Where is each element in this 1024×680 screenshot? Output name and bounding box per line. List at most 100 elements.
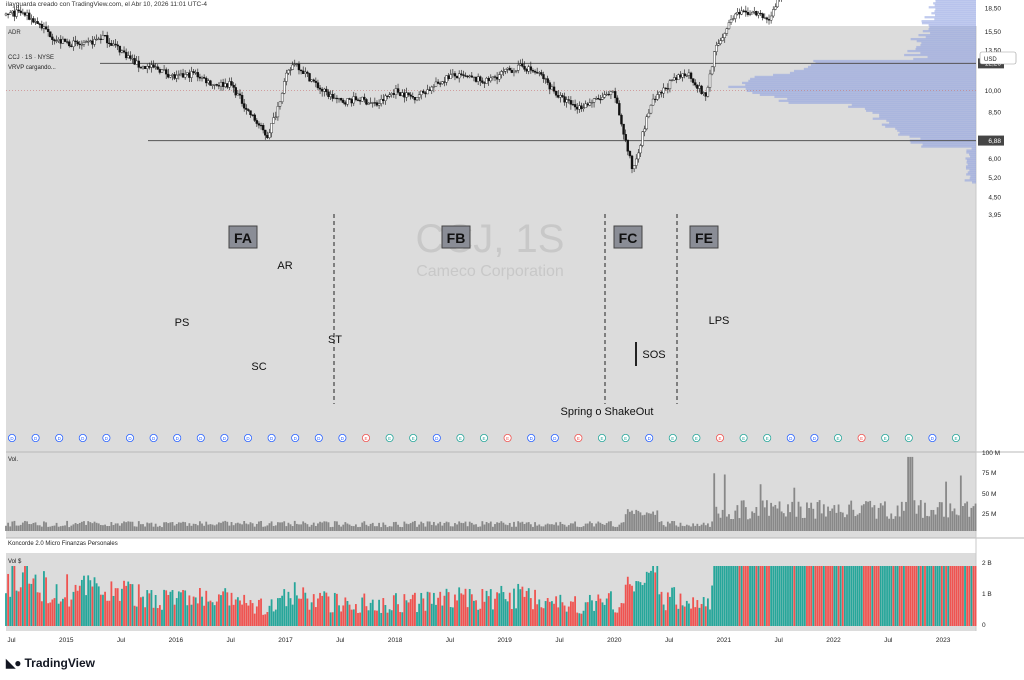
dollar-volume-bar [285,606,288,626]
candle-body [215,84,218,86]
candle-body [105,35,109,44]
price-tick-label: 6,00 [988,156,1001,163]
profile-bin [969,177,976,180]
volume-bar [546,523,549,531]
dollar-volume-bar [154,595,157,626]
candle-body [761,13,764,18]
volume-bar [974,503,977,531]
candle-body [696,84,699,89]
candlestick-series[interactable] [4,0,977,174]
profile-bin [864,107,976,110]
dollar-volume-bar [342,605,345,626]
currency-box[interactable] [979,51,1017,65]
dollar-volume-bar [734,566,737,626]
volume-bar [584,523,587,531]
volume-bar [654,514,657,531]
dollar-volume-bar [470,594,473,626]
candle-body [13,10,16,17]
dollar-volume-bar [409,599,412,626]
volume-bar [740,500,743,531]
legend-vrvp[interactable]: VRVP cargando... [8,65,56,71]
candle-body [6,13,10,15]
legend-symbol[interactable]: CCJ · 1S · NYSE [8,55,54,61]
phase-box-fa[interactable] [228,225,258,249]
candle-body [219,81,223,87]
candle-body [449,74,452,79]
candle-body [89,40,92,42]
dollar-volume-bar [517,583,520,626]
dollar-volume-bar [614,612,617,626]
dollar-volume-bar [34,574,37,626]
dollar-volume-bar [314,607,317,626]
profile-bin [965,157,976,160]
volume-bar [576,526,579,531]
candle-body [335,97,339,100]
volume-bar [321,522,324,531]
candle-body [310,79,313,82]
candle-body [491,76,495,79]
price-axis[interactable]: 52,0044,5038,5032,5028,5025,3421,5018,50… [978,0,1004,219]
volume-bar [435,525,437,531]
event-marker [550,433,559,442]
volume-bar [890,513,893,531]
dollar-volume-bar [213,605,216,626]
candle-body [704,92,707,97]
event-label-ar: AR [277,260,292,272]
volume-bar [475,524,477,531]
volume-bar [287,522,290,531]
dollar-volume-bar [881,566,884,626]
dollar-volume-bar [848,566,851,626]
volume-bar [789,512,791,531]
phase-box-fb[interactable] [441,225,471,249]
candle-body [154,66,157,68]
dollar-volume-bar [947,566,950,626]
dollar-volume-bar [51,599,54,626]
event-marker-label: D [223,436,227,441]
dollar-volume-bar [500,585,503,626]
phase-box-fc[interactable] [613,225,643,249]
dollar-volume-bar [395,593,397,626]
dollar-volume-bar [542,608,545,626]
time-axis[interactable]: Jul 2015 Jul 2016 Jul 2017 Jul 2018 Jul 2019 Jul 20… [7,637,950,644]
candle-body [295,63,299,66]
volume-bar [677,526,680,531]
volume-bar [652,511,654,531]
dollar-volume-bar [519,589,522,626]
volume-bar [637,510,640,531]
candle-body [337,98,341,100]
volume-bar [281,522,284,531]
volume-bar [68,527,71,531]
profile-bin [935,8,976,11]
candle-body [11,10,14,13]
phase-box-fe[interactable] [689,225,719,249]
volume-bar [540,526,543,531]
candle-body [53,39,56,42]
candle-body [603,94,606,98]
candle-body [390,93,393,95]
candle-body [143,66,147,69]
dollar-volume-bar [713,566,716,626]
dollar-volume-bar [289,598,292,626]
volume-bar [489,521,492,531]
indicator-title[interactable]: Koncorde 2.0 Micro Finanzas Personales [8,541,118,547]
dollar-volume-bar [234,599,237,626]
volume-bar [76,523,79,531]
dollar-volume-bar [572,601,574,626]
volume-bar [395,521,397,531]
candle-body [84,41,88,43]
volume-bar [49,526,52,531]
tradingview-logo[interactable]: ◣● TradingView [6,656,95,670]
candle-body [620,114,623,125]
dollar-volume-bar [125,585,128,626]
dollar-volume-bar [382,598,385,626]
candle-body [453,73,457,77]
candle-body [504,69,507,72]
candle-body [588,102,592,106]
dollar-volume-bar [801,566,804,626]
volume-bar [900,501,903,531]
dollar-volume-bar [970,566,973,626]
volume-bar [607,521,610,531]
volume-bar [148,523,151,531]
